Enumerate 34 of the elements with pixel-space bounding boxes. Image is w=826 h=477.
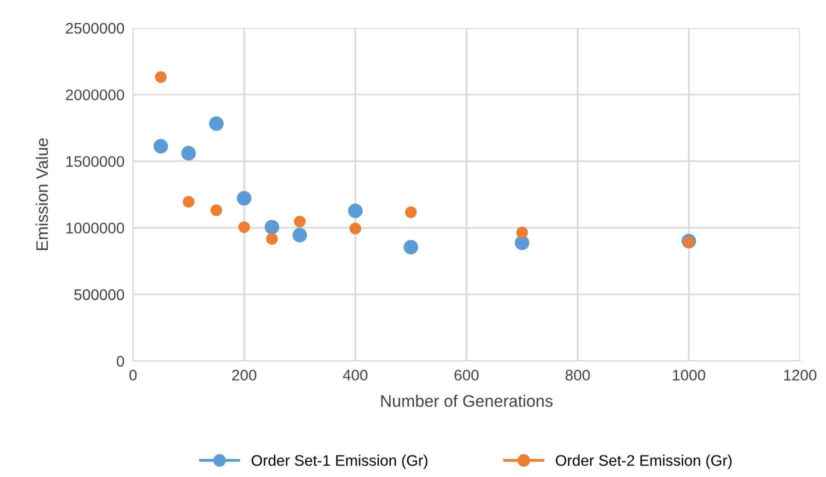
point bbox=[350, 222, 362, 234]
y-tick-label: 2500000 bbox=[66, 22, 124, 34]
y-tick-label: 1000000 bbox=[66, 222, 124, 234]
x-tick-label: 1000 bbox=[673, 370, 706, 381]
point bbox=[266, 233, 278, 245]
x-tick-label: 200 bbox=[232, 370, 256, 381]
x-tick-label: 800 bbox=[566, 370, 590, 381]
point bbox=[209, 116, 224, 131]
legend-label: Order Set-1 Emission (Gr) bbox=[252, 454, 428, 469]
y-axis-title: Emission Value bbox=[36, 138, 48, 250]
point bbox=[516, 226, 528, 238]
y-tick-label: 1500000 bbox=[66, 156, 124, 167]
x-tick-label: 0 bbox=[129, 370, 137, 381]
y-tick-label: 500000 bbox=[74, 289, 124, 300]
point bbox=[294, 216, 306, 228]
legend-label: Order Set-2 Emission (Gr) bbox=[556, 454, 732, 469]
x-axis-title: Number of Generations bbox=[381, 394, 553, 407]
point bbox=[181, 146, 196, 160]
point bbox=[210, 204, 222, 216]
point bbox=[405, 206, 417, 218]
point bbox=[292, 228, 308, 242]
y-tick-label: 0 bbox=[116, 356, 124, 367]
x-tick-label: 1200 bbox=[784, 370, 816, 381]
x-tick-label: 400 bbox=[342, 370, 368, 381]
point bbox=[236, 190, 252, 206]
point bbox=[154, 71, 167, 83]
point bbox=[182, 196, 194, 208]
point bbox=[238, 221, 250, 233]
y-tick-label: 2000000 bbox=[66, 89, 124, 100]
point bbox=[264, 220, 280, 234]
point bbox=[154, 139, 168, 154]
x-tick-label: 600 bbox=[454, 370, 479, 381]
point bbox=[404, 240, 418, 254]
point bbox=[348, 204, 363, 218]
